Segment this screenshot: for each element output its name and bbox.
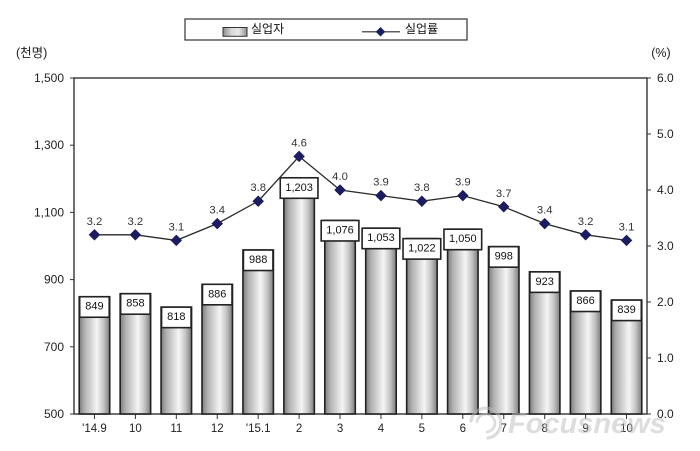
- svg-text:849: 849: [85, 301, 103, 313]
- svg-text:3.0: 3.0: [657, 239, 674, 253]
- svg-text:3.2: 3.2: [87, 216, 103, 228]
- svg-text:10: 10: [129, 423, 142, 435]
- svg-text:923: 923: [536, 276, 554, 288]
- svg-text:'14.9: '14.9: [82, 423, 107, 435]
- svg-text:3.7: 3.7: [496, 188, 512, 200]
- svg-text:5.0: 5.0: [657, 127, 674, 141]
- svg-text:900: 900: [44, 273, 64, 287]
- svg-text:500: 500: [44, 407, 64, 421]
- svg-text:2: 2: [296, 423, 302, 435]
- svg-text:2.0: 2.0: [657, 295, 674, 309]
- svg-text:12: 12: [211, 423, 224, 435]
- svg-text:실업률: 실업률: [405, 22, 438, 36]
- svg-text:1.0: 1.0: [657, 351, 674, 365]
- svg-text:3.2: 3.2: [578, 216, 594, 228]
- svg-text:839: 839: [617, 304, 635, 316]
- svg-text:1,076: 1,076: [326, 224, 354, 236]
- svg-text:6: 6: [460, 423, 466, 435]
- svg-text:3.8: 3.8: [414, 182, 430, 194]
- svg-text:1,053: 1,053: [367, 232, 395, 244]
- svg-text:1,300: 1,300: [34, 138, 64, 152]
- svg-text:3: 3: [337, 423, 343, 435]
- svg-text:866: 866: [576, 295, 594, 307]
- svg-text:1,100: 1,100: [34, 205, 64, 219]
- svg-text:700: 700: [44, 340, 64, 354]
- svg-text:4.0: 4.0: [332, 171, 348, 183]
- svg-text:11: 11: [170, 423, 182, 435]
- svg-text:1,500: 1,500: [34, 71, 64, 85]
- svg-text:4.0: 4.0: [657, 183, 674, 197]
- svg-text:3.9: 3.9: [455, 177, 471, 189]
- svg-text:886: 886: [208, 288, 226, 300]
- svg-text:3.4: 3.4: [209, 205, 225, 217]
- svg-text:4: 4: [378, 423, 385, 435]
- svg-text:818: 818: [167, 311, 185, 323]
- svg-text:(%): (%): [651, 46, 670, 60]
- svg-text:Focusnews: Focusnews: [508, 408, 666, 440]
- svg-text:1,203: 1,203: [285, 182, 313, 194]
- svg-text:5: 5: [419, 423, 425, 435]
- svg-text:3.2: 3.2: [128, 216, 144, 228]
- svg-text:3.1: 3.1: [168, 221, 184, 233]
- svg-text:3.1: 3.1: [619, 221, 635, 233]
- svg-text:실업자: 실업자: [251, 22, 284, 36]
- svg-text:3.8: 3.8: [250, 182, 266, 194]
- svg-text:3.4: 3.4: [537, 205, 553, 217]
- svg-text:858: 858: [126, 298, 144, 310]
- svg-text:1,050: 1,050: [449, 233, 477, 245]
- svg-text:6.0: 6.0: [657, 71, 674, 85]
- svg-text:998: 998: [495, 251, 513, 263]
- svg-text:4.6: 4.6: [291, 137, 307, 149]
- svg-text:1,022: 1,022: [408, 243, 436, 255]
- svg-text:3.9: 3.9: [373, 177, 389, 189]
- svg-text:(천명): (천명): [16, 45, 47, 60]
- svg-text:988: 988: [249, 254, 267, 266]
- svg-text:'15.1: '15.1: [246, 423, 271, 435]
